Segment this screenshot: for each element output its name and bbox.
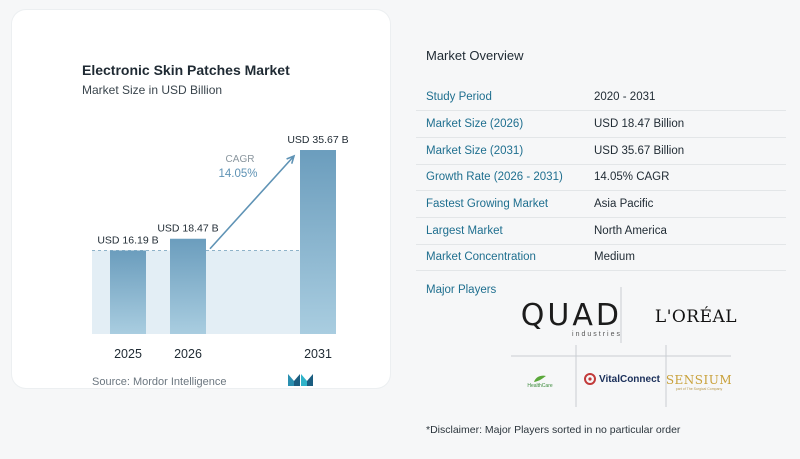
row-value: 14.05% CAGR <box>584 164 786 192</box>
cagr-value: 14.05% <box>218 168 257 180</box>
leaf-icon <box>534 375 546 382</box>
cagr-arrow-head <box>286 154 296 164</box>
sensium-logo-name: SENSIUM <box>665 373 733 387</box>
row-value: USD 35.67 Billion <box>584 137 786 165</box>
row-value: Asia Pacific <box>584 190 786 218</box>
major-players-label: Major Players <box>426 284 497 296</box>
table-row: Market Size (2026) USD 18.47 Billion <box>416 110 786 138</box>
row-key: Market Concentration <box>416 244 584 272</box>
healthcare-logo: HealthCare <box>520 372 560 392</box>
quad-logo-name: QUAD <box>520 297 622 333</box>
vitalconnect-logo-name: VitalConnect <box>599 373 660 385</box>
sensium-logo-sub: part of The Surgical Company <box>675 387 723 391</box>
vitalconnect-logo: VitalConnect <box>580 368 664 390</box>
row-key: Market Size (2031) <box>416 137 584 165</box>
chart-title: Electronic Skin Patches Market <box>82 62 290 78</box>
row-value: Medium <box>584 244 786 272</box>
row-value: USD 18.47 Billion <box>584 110 786 138</box>
chart-card: Electronic Skin Patches Market Market Si… <box>12 10 390 388</box>
logo-grid-lines <box>511 287 731 407</box>
row-key: Study Period <box>416 84 584 112</box>
cagr-label: CAGR <box>226 154 255 165</box>
loreal-logo-name: L'ORÉAL <box>654 307 738 327</box>
table-row: Largest Market North America <box>416 217 786 245</box>
mordor-intelligence-logo <box>288 374 313 386</box>
sensium-logo: SENSIUM part of The Surgical Company <box>665 370 733 394</box>
table-row: Growth Rate (2026 - 2031) 14.05% CAGR <box>416 164 786 192</box>
table-row: Study Period 2020 - 2031 <box>416 84 786 112</box>
healthcare-logo-name: HealthCare <box>527 383 553 389</box>
bar-2026 <box>170 238 206 334</box>
loreal-logo: L'ORÉAL <box>654 304 738 330</box>
row-key: Largest Market <box>416 217 584 245</box>
row-key: Fastest Growing Market <box>416 190 584 218</box>
table-row: Fastest Growing Market Asia Pacific <box>416 190 786 218</box>
bar-2025 <box>110 250 146 334</box>
bar-chart: USD 16.19 B 2025 USD 18.47 B 2026 USD 35.67 … <box>92 134 349 361</box>
value-label-2025: USD 16.19 B <box>97 234 158 246</box>
quad-logo-sub: industries <box>572 330 622 338</box>
category-label-2031: 2031 <box>304 347 332 361</box>
row-key: Growth Rate (2026 - 2031) <box>416 164 584 192</box>
chart-subtitle: Market Size in USD Billion <box>82 83 223 97</box>
table-row: Market Size (2031) USD 35.67 Billion <box>416 137 786 165</box>
category-label-2026: 2026 <box>174 347 202 361</box>
table-row: Market Concentration Medium <box>416 244 786 272</box>
overview-title: Market Overview <box>426 48 524 63</box>
disclaimer-text: *Disclaimer: Major Players sorted in no … <box>426 424 681 436</box>
row-value: 2020 - 2031 <box>584 84 786 112</box>
source-text: Source: Mordor Intelligence <box>92 376 227 388</box>
vitalconnect-icon <box>584 373 597 385</box>
bar-2031 <box>300 150 336 334</box>
cagr-arrow-line <box>209 155 295 250</box>
quad-industries-logo: QUAD industries <box>512 298 622 340</box>
value-label-2026: USD 18.47 B <box>157 223 218 235</box>
overview-table: Study Period 2020 - 2031 Market Size (20… <box>416 84 786 272</box>
row-key: Market Size (2026) <box>416 110 584 138</box>
market-overview-panel: Market Overview Study Period 2020 - 2031… <box>416 0 786 459</box>
row-value: North America <box>584 217 786 245</box>
category-label-2025: 2025 <box>114 347 142 361</box>
value-label-2031: USD 35.67 B <box>287 134 348 146</box>
